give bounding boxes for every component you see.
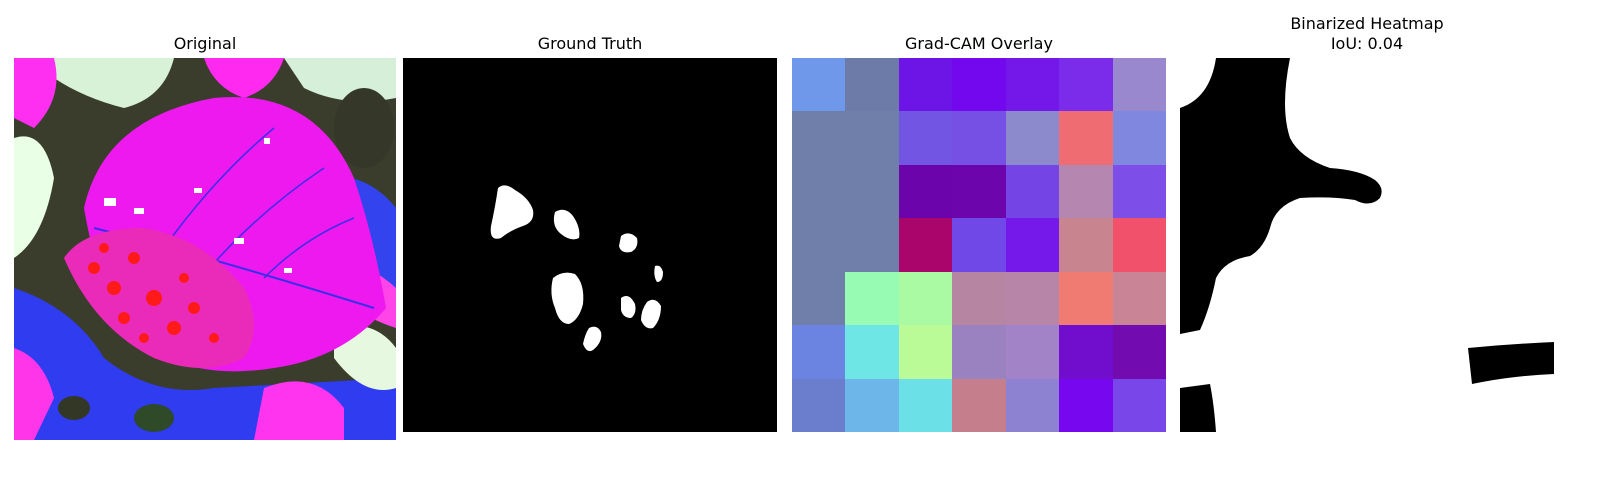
heatmap-cell [952, 218, 1006, 272]
heatmap-cell [1112, 218, 1166, 272]
ground-truth-mask [403, 58, 777, 432]
heatmap-cell [1005, 271, 1060, 326]
heatmap-cell [898, 271, 953, 326]
heatmap-cell [1059, 58, 1113, 112]
heatmap-cell [792, 111, 846, 165]
heatmap-cell [845, 164, 899, 219]
panel-title: Ground Truth [537, 34, 643, 53]
heatmap-cell [1059, 378, 1113, 432]
panel-binarized: Binarized Heatmap IoU: 0.04 [1180, 0, 1554, 480]
heatmap-cell [952, 58, 1006, 112]
heatmap-cell [1059, 325, 1113, 379]
heatmap-cell [792, 271, 846, 326]
heatmap-cell [898, 218, 953, 272]
original-image [14, 58, 396, 440]
heatmap-cell [845, 271, 899, 326]
panel-ground-truth: Ground Truth [403, 0, 777, 480]
heatmap-cell [792, 218, 846, 272]
heatmap-cell [1112, 111, 1166, 165]
heatmap-cell [792, 325, 846, 379]
heatmap-cell [792, 58, 846, 112]
heatmap-cell [792, 164, 846, 219]
heatmap-cell [1005, 58, 1060, 112]
panel-title: Original [173, 34, 237, 53]
heatmap-cell [1112, 58, 1166, 112]
heatmap-cell [1005, 218, 1060, 272]
heatmap-cell [1005, 111, 1060, 165]
heatmap-cell [845, 58, 899, 112]
heatmap-cell [898, 378, 953, 432]
heatmap-cell [1005, 378, 1060, 432]
panel-title: Grad-CAM Overlay [905, 34, 1053, 53]
heatmap-cell [1005, 164, 1060, 219]
heatmap-cell [952, 271, 1006, 326]
heatmap-cell [898, 111, 953, 165]
heatmap-grid [792, 58, 1166, 432]
heatmap-cell [1059, 271, 1113, 326]
heatmap-cell [898, 164, 953, 219]
binarized-mask [1180, 58, 1554, 432]
heatmap-cell [1112, 325, 1166, 379]
heatmap-cell [1112, 271, 1166, 326]
heatmap-cell [898, 325, 953, 379]
heatmap-cell [952, 378, 1006, 432]
heatmap-cell [1059, 164, 1113, 219]
iou-label: IoU: 0.04 [1330, 34, 1404, 53]
heatmap-cell [952, 164, 1006, 219]
heatmap-cell [898, 58, 953, 112]
gradcam-heatmap [792, 58, 1166, 432]
panel-gradcam: Grad-CAM Overlay [792, 0, 1166, 480]
heatmap-cell [845, 325, 899, 379]
heatmap-cell [845, 218, 899, 272]
heatmap-cell [1112, 378, 1166, 432]
heatmap-cell [1059, 218, 1113, 272]
heatmap-cell [952, 111, 1006, 165]
panel-title: Binarized Heatmap IoU: 0.04 [1180, 14, 1554, 54]
binarized-title: Binarized Heatmap [1290, 14, 1444, 33]
heatmap-cell [1059, 111, 1113, 165]
heatmap-cell [1005, 325, 1060, 379]
heatmap-cell [1112, 164, 1166, 219]
heatmap-cell [845, 111, 899, 165]
heatmap-cell [952, 325, 1006, 379]
heatmap-cell [792, 378, 846, 432]
heatmap-cell [845, 378, 899, 432]
panel-original: Original [14, 0, 396, 480]
